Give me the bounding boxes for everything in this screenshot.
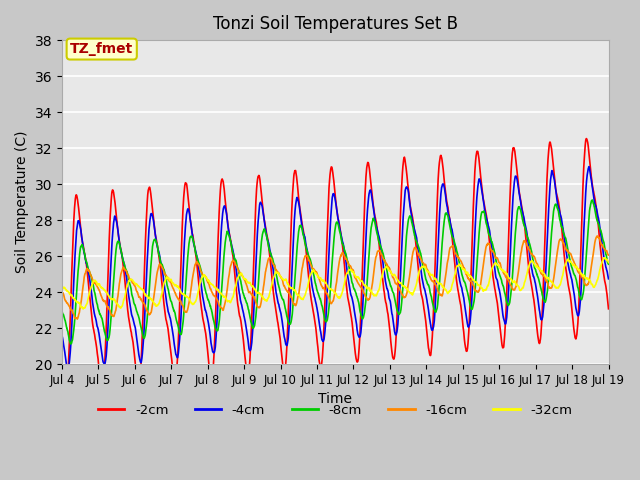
-8cm <box>211 322 218 328</box>
-16cm <box>605 252 612 258</box>
-32cm <box>600 255 608 261</box>
-32cm <box>351 272 359 278</box>
Line: -32cm: -32cm <box>62 258 609 309</box>
Line: -2cm: -2cm <box>62 139 609 394</box>
-2cm <box>582 136 590 142</box>
-32cm <box>494 263 502 269</box>
Line: -4cm: -4cm <box>62 167 609 370</box>
-2cm <box>211 339 218 345</box>
-32cm <box>363 285 371 290</box>
-2cm <box>351 348 359 354</box>
-4cm <box>605 276 612 282</box>
-16cm <box>58 289 66 295</box>
-16cm <box>351 275 359 281</box>
-4cm <box>557 212 564 217</box>
-4cm <box>363 215 371 220</box>
-8cm <box>58 308 66 313</box>
-4cm <box>494 282 502 288</box>
-4cm <box>211 348 218 354</box>
-4cm <box>58 333 66 338</box>
-8cm <box>67 341 75 347</box>
-16cm <box>74 316 81 322</box>
Line: -8cm: -8cm <box>62 200 609 344</box>
-2cm <box>572 336 579 341</box>
-8cm <box>557 219 564 225</box>
-2cm <box>363 164 371 169</box>
-4cm <box>63 367 71 372</box>
-8cm <box>588 197 596 203</box>
-32cm <box>572 265 579 271</box>
-2cm <box>494 307 502 312</box>
-32cm <box>557 281 564 287</box>
-8cm <box>363 282 371 288</box>
-8cm <box>351 288 359 294</box>
-2cm <box>557 213 564 219</box>
-2cm <box>58 362 66 368</box>
-16cm <box>363 296 371 301</box>
-2cm <box>605 306 612 312</box>
-8cm <box>572 275 579 280</box>
-4cm <box>572 303 579 309</box>
-16cm <box>572 263 579 269</box>
-16cm <box>557 237 564 242</box>
-32cm <box>211 285 218 290</box>
-4cm <box>585 164 593 169</box>
-2cm <box>62 391 70 397</box>
-16cm <box>593 233 601 239</box>
Y-axis label: Soil Temperature (C): Soil Temperature (C) <box>15 131 29 273</box>
X-axis label: Time: Time <box>318 392 352 407</box>
-32cm <box>58 285 66 291</box>
-16cm <box>211 293 218 299</box>
-8cm <box>494 267 502 273</box>
-16cm <box>494 257 502 263</box>
-8cm <box>605 261 612 267</box>
-4cm <box>351 312 359 318</box>
Line: -16cm: -16cm <box>62 236 609 319</box>
-32cm <box>605 260 612 265</box>
Text: TZ_fmet: TZ_fmet <box>70 42 133 56</box>
Legend: -2cm, -4cm, -8cm, -16cm, -32cm: -2cm, -4cm, -8cm, -16cm, -32cm <box>93 399 578 422</box>
Title: Tonzi Soil Temperatures Set B: Tonzi Soil Temperatures Set B <box>212 15 458 33</box>
-32cm <box>79 306 87 312</box>
